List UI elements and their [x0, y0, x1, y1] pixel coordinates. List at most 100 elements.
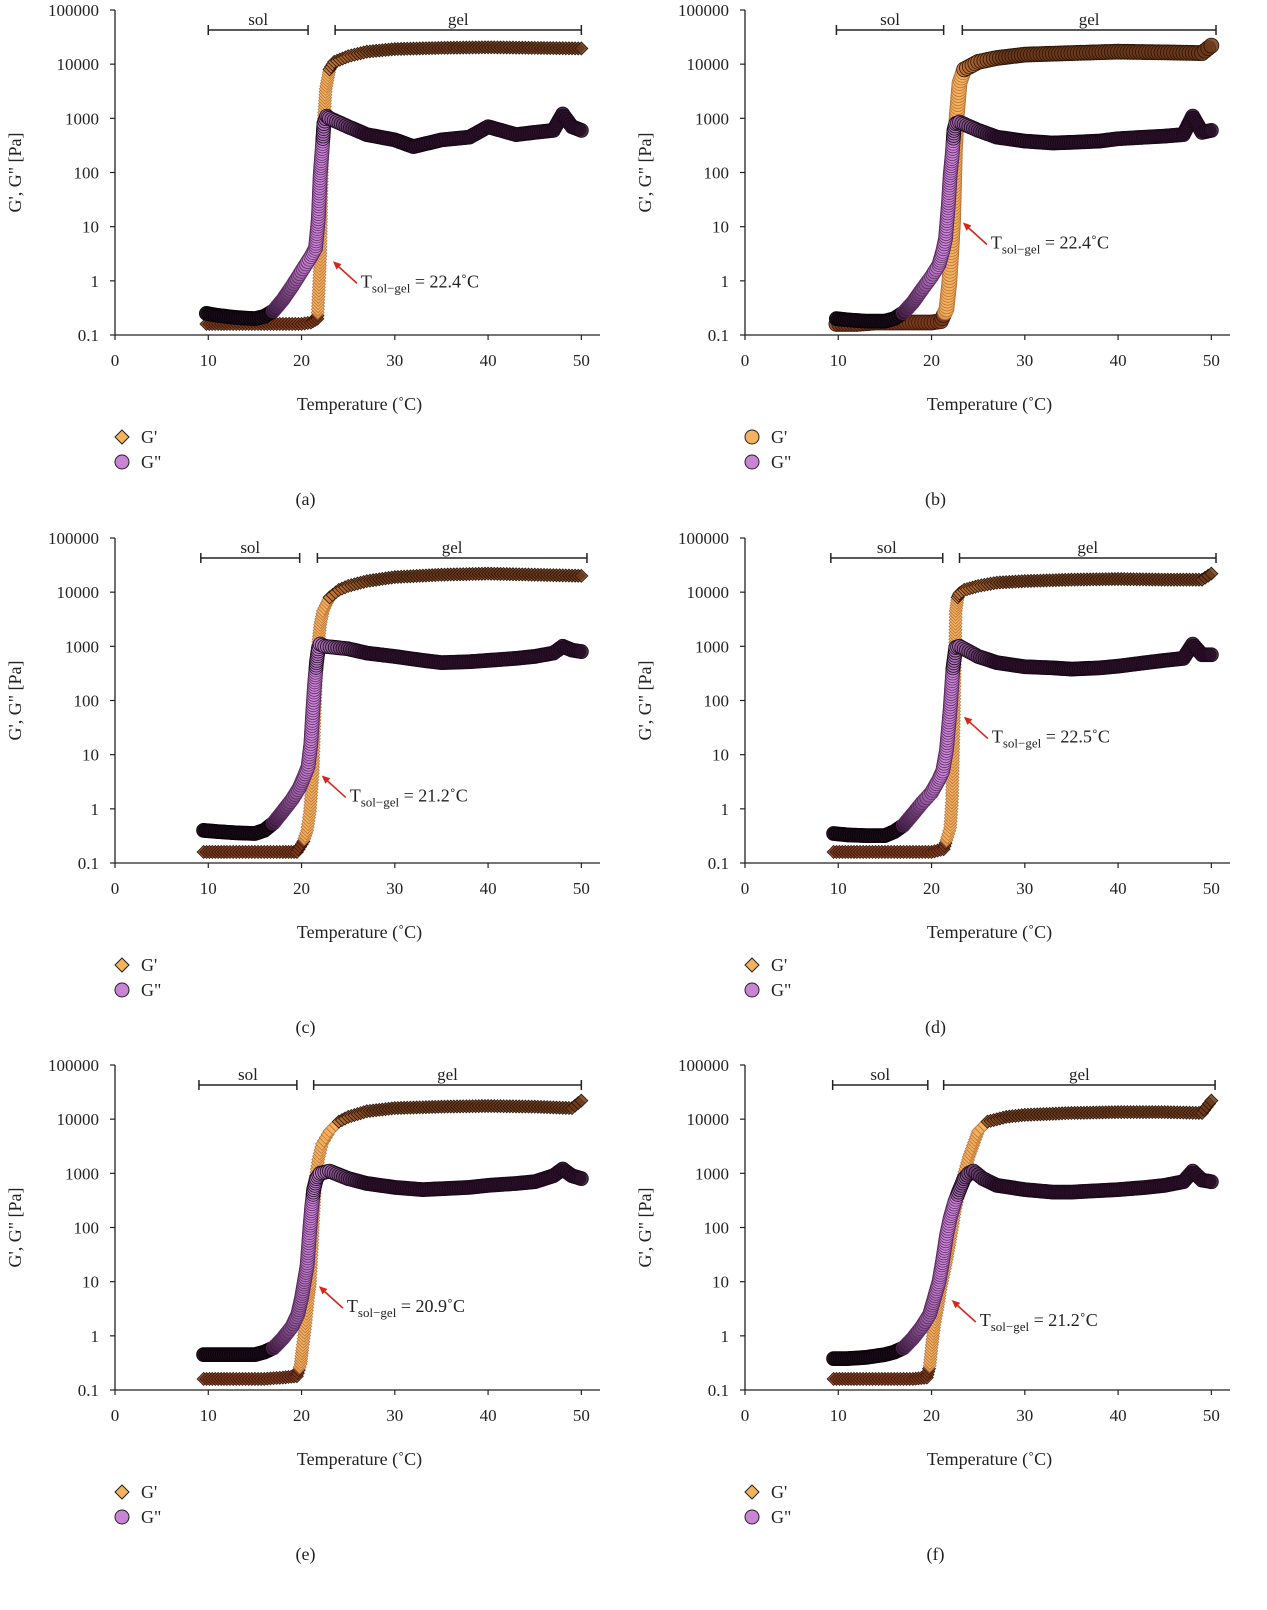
annotation-arrow-line	[965, 224, 988, 246]
y-tick-label: 1000	[65, 637, 99, 656]
y-tick-label: 1	[721, 1327, 730, 1346]
range-bracket-gel: gel	[958, 538, 1217, 563]
y-tick-label: 10	[712, 746, 729, 765]
legend-label: G"	[141, 980, 161, 1000]
y-tick-label: 100	[74, 164, 100, 183]
y-tick-label: 100000	[48, 1, 99, 20]
y-tick-label: 100000	[678, 529, 729, 548]
series-g-double-prime	[196, 1161, 589, 1363]
tsolgel-annotation: Tsol−gel = 21.2˚C	[321, 775, 468, 809]
chart-panel: 0.1 1 10 100 1000 10000 100000 0 10 20 30 40 50 Tempe…	[630, 1055, 1260, 1591]
y-tick-label: 0.1	[78, 326, 99, 345]
annotation-arrow-head	[321, 775, 331, 784]
annotation-arrow-line	[321, 1288, 344, 1309]
x-tick-label: 0	[111, 351, 120, 370]
chart-panel: 0.1 1 10 100 1000 10000 100000 0 10 20 30 40 50 Tempe…	[0, 528, 630, 1064]
y-axis-title: G', G" [Pa]	[5, 132, 25, 212]
chart-panel: 0.1 1 10 100 1000 10000 100000 0 10 20 30 40 50 Tempe…	[0, 0, 630, 536]
annotation-arrow-head	[962, 222, 972, 231]
x-tick-label: 50	[1203, 351, 1220, 370]
y-tick-label: 0.1	[78, 1381, 99, 1400]
legend-label: G'	[771, 1482, 787, 1502]
x-tick-label: 10	[200, 1406, 217, 1425]
panel-label: (e)	[296, 1544, 316, 1565]
y-tick-label: 1000	[695, 637, 729, 656]
chart-svg: 0.1 1 10 100 1000 10000 100000 0 10 20 30 40 50 Tempe…	[635, 529, 1230, 1038]
series-g-double-prime	[199, 106, 589, 327]
x-tick-label: 30	[386, 351, 403, 370]
x-tick-label: 40	[1110, 879, 1127, 898]
g-double-prime-point	[573, 644, 589, 659]
range-bracket-sol: sol	[198, 1065, 298, 1090]
g-double-prime-point	[1203, 1174, 1219, 1190]
y-tick-label: 100	[74, 1219, 100, 1238]
chart-svg: 0.1 1 10 100 1000 10000 100000 0 10 20 30 40 50 Tempe…	[5, 529, 600, 1038]
x-tick-label: 30	[386, 1406, 403, 1425]
legend: G' G"	[114, 1482, 161, 1527]
annotation-label: Tsol−gel = 21.2˚C	[350, 785, 468, 809]
range-bracket-gel: gel	[942, 1065, 1216, 1090]
range-label: sol	[238, 1065, 258, 1084]
y-tick-label: 10	[82, 1273, 99, 1292]
range-bracket-gel: gel	[316, 538, 588, 563]
tsolgel-annotation: Tsol−gel = 22.4˚C	[962, 222, 1109, 256]
x-axis-title: Temperature (˚C)	[927, 1449, 1052, 1470]
x-tick-label: 40	[1110, 351, 1127, 370]
x-tick-label: 20	[293, 1406, 310, 1425]
y-tick-label: 0.1	[708, 854, 729, 873]
x-tick-label: 20	[923, 879, 940, 898]
series-g-prime	[196, 1093, 589, 1387]
x-tick-label: 10	[830, 351, 847, 370]
x-tick-label: 50	[1203, 879, 1220, 898]
series-g-double-prime	[826, 636, 1219, 844]
x-tick-label: 10	[200, 351, 217, 370]
range-label: gel	[448, 10, 469, 29]
x-tick-label: 40	[480, 351, 497, 370]
range-bracket-sol: sol	[835, 10, 945, 35]
legend-marker-g-double-prime	[114, 454, 130, 470]
x-tick-label: 0	[111, 879, 120, 898]
tsolgel-annotation: Tsol−gel = 22.5˚C	[963, 716, 1110, 751]
chart-panel: 0.1 1 10 100 1000 10000 100000 0 10 20 30 40 50 Tempe…	[630, 528, 1260, 1064]
g-double-prime-point	[573, 1171, 589, 1186]
legend-label: G'	[141, 427, 157, 447]
series-g-double-prime	[826, 1163, 1219, 1366]
legend: G' G"	[744, 427, 791, 472]
x-axis-title: Temperature (˚C)	[927, 922, 1052, 943]
y-tick-label: 10000	[687, 55, 730, 74]
y-axis-title: G', G" [Pa]	[5, 1187, 25, 1267]
tsolgel-annotation: Tsol−gel = 20.9˚C	[318, 1286, 465, 1320]
chart-svg: 0.1 1 10 100 1000 10000 100000 0 10 20 30 40 50 Tempe…	[635, 1, 1230, 510]
range-bracket-gel: gel	[961, 10, 1217, 35]
y-axis-title: G', G" [Pa]	[635, 132, 655, 212]
annotation-arrow-line	[966, 718, 989, 740]
x-tick-label: 40	[480, 879, 497, 898]
legend-marker-g-prime	[744, 1484, 760, 1500]
y-tick-label: 1000	[65, 109, 99, 128]
x-tick-label: 0	[741, 879, 750, 898]
chart-panel: 0.1 1 10 100 1000 10000 100000 0 10 20 30 40 50 Tempe…	[630, 0, 1260, 536]
axes: 0.1 1 10 100 1000 10000 100000 0 10 20 30 40 50	[678, 1, 1230, 370]
g-prime-point	[1204, 1093, 1219, 1108]
y-tick-label: 1	[91, 272, 100, 291]
y-tick-label: 10	[82, 746, 99, 765]
x-tick-label: 20	[923, 1406, 940, 1425]
y-tick-label: 1000	[695, 109, 729, 128]
range-label: sol	[880, 10, 900, 29]
series-g-prime	[828, 37, 1220, 332]
x-tick-label: 30	[386, 879, 403, 898]
chart-svg: 0.1 1 10 100 1000 10000 100000 0 10 20 30 40 50 Tempe…	[5, 1, 600, 510]
g-prime-point	[1203, 37, 1220, 54]
y-tick-label: 1	[721, 800, 730, 819]
y-tick-label: 10000	[687, 583, 730, 602]
y-tick-label: 1	[91, 1327, 100, 1346]
chart-panel: 0.1 1 10 100 1000 10000 100000 0 10 20 30 40 50 Tempe…	[0, 1055, 630, 1591]
legend-marker-g-double-prime	[744, 982, 760, 998]
range-label: gel	[442, 538, 463, 557]
range-bracket-sol: sol	[831, 1065, 929, 1090]
legend-marker-g-prime	[114, 429, 130, 445]
y-tick-label: 1000	[695, 1164, 729, 1183]
range-label: sol	[870, 1065, 890, 1084]
y-tick-label: 10	[82, 218, 99, 237]
annotation-label: Tsol−gel = 22.5˚C	[992, 727, 1110, 751]
